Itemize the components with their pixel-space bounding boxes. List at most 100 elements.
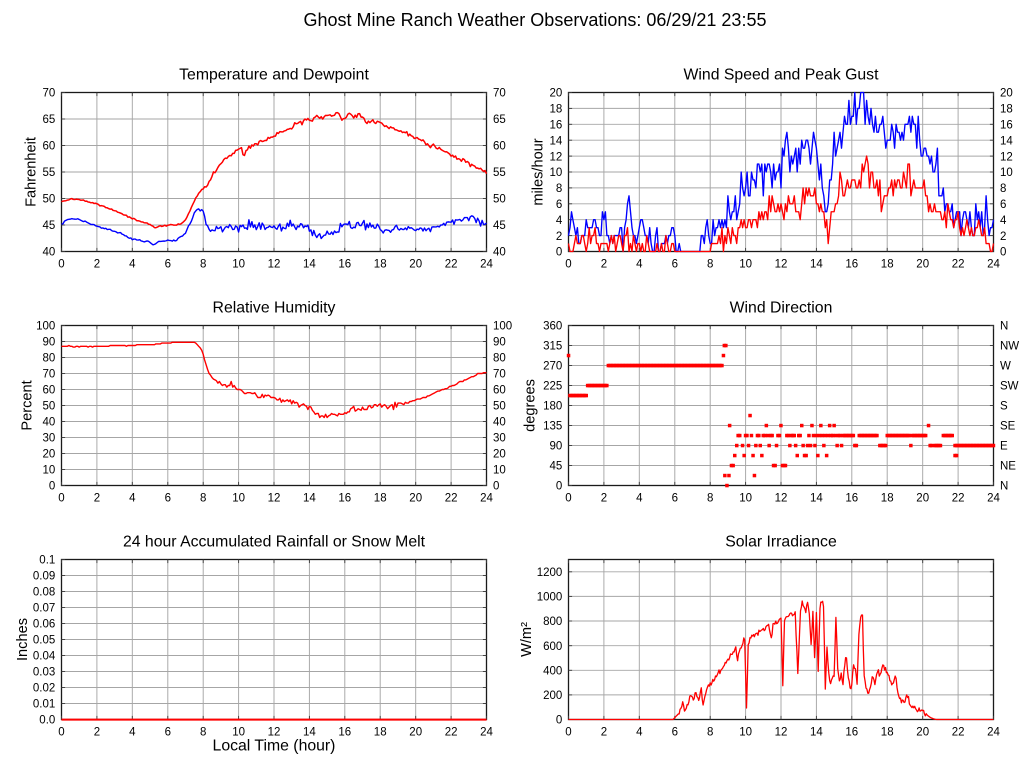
svg-text:0.05: 0.05 — [33, 635, 55, 647]
svg-text:0.0: 0.0 — [39, 715, 55, 727]
svg-text:24: 24 — [987, 727, 1000, 739]
svg-text:22: 22 — [952, 727, 965, 739]
svg-text:NE: NE — [1000, 461, 1016, 473]
svg-text:2: 2 — [556, 231, 562, 243]
svg-text:22: 22 — [445, 493, 458, 505]
svg-text:10: 10 — [232, 727, 245, 739]
svg-text:S: S — [1000, 401, 1008, 413]
svg-text:8: 8 — [200, 259, 206, 271]
svg-text:0: 0 — [49, 481, 55, 493]
svg-text:14: 14 — [303, 259, 316, 271]
svg-text:24: 24 — [480, 727, 493, 739]
svg-text:0: 0 — [493, 481, 499, 493]
svg-text:12: 12 — [775, 493, 788, 505]
svg-text:20: 20 — [409, 727, 422, 739]
svg-text:60: 60 — [493, 385, 506, 397]
svg-text:4: 4 — [129, 727, 136, 739]
svg-text:18: 18 — [374, 727, 387, 739]
svg-text:14: 14 — [303, 727, 316, 739]
svg-text:0: 0 — [58, 727, 64, 739]
svg-text:0.03: 0.03 — [33, 667, 55, 679]
svg-text:100: 100 — [36, 321, 55, 333]
svg-text:Local Time (hour): Local Time (hour) — [213, 738, 336, 755]
svg-text:600: 600 — [543, 641, 562, 653]
svg-text:Temperature and Dewpoint: Temperature and Dewpoint — [179, 66, 369, 83]
svg-text:6: 6 — [672, 727, 678, 739]
svg-text:0.01: 0.01 — [33, 699, 55, 711]
svg-text:10: 10 — [739, 727, 752, 739]
svg-text:24 hour Accumulated Rainfall o: 24 hour Accumulated Rainfall or Snow Mel… — [123, 533, 426, 550]
svg-text:W/m²: W/m² — [519, 622, 535, 657]
svg-text:40: 40 — [43, 247, 56, 259]
svg-text:22: 22 — [445, 727, 458, 739]
svg-text:40: 40 — [493, 417, 506, 429]
svg-text:degrees: degrees — [523, 379, 539, 432]
svg-text:70: 70 — [43, 369, 56, 381]
svg-text:10: 10 — [739, 493, 752, 505]
svg-text:W: W — [1000, 361, 1011, 373]
svg-text:14: 14 — [810, 727, 823, 739]
svg-text:2: 2 — [1000, 231, 1006, 243]
svg-text:12: 12 — [775, 259, 788, 271]
svg-text:N: N — [1000, 321, 1008, 333]
svg-text:4: 4 — [636, 493, 643, 505]
svg-text:8: 8 — [200, 493, 206, 505]
svg-text:Wind Direction: Wind Direction — [730, 299, 833, 316]
svg-text:Wind Speed and Peak Gust: Wind Speed and Peak Gust — [684, 66, 880, 83]
svg-text:20: 20 — [409, 259, 422, 271]
svg-text:10: 10 — [43, 465, 56, 477]
svg-text:800: 800 — [543, 616, 562, 628]
svg-text:4: 4 — [556, 215, 563, 227]
svg-text:10: 10 — [232, 493, 245, 505]
svg-text:14: 14 — [303, 493, 316, 505]
svg-text:0.08: 0.08 — [33, 587, 55, 599]
svg-text:Inches: Inches — [15, 618, 31, 661]
svg-text:0: 0 — [565, 727, 571, 739]
svg-text:70: 70 — [43, 88, 56, 100]
svg-text:0.04: 0.04 — [33, 651, 56, 663]
svg-text:12: 12 — [775, 727, 788, 739]
svg-text:90: 90 — [43, 337, 56, 349]
svg-text:8: 8 — [707, 493, 713, 505]
svg-text:10: 10 — [493, 465, 506, 477]
svg-text:90: 90 — [493, 337, 506, 349]
svg-text:12: 12 — [268, 493, 281, 505]
svg-text:6: 6 — [672, 493, 678, 505]
svg-text:6: 6 — [556, 199, 562, 211]
svg-text:360: 360 — [543, 321, 562, 333]
svg-text:90: 90 — [550, 441, 563, 453]
svg-text:40: 40 — [43, 417, 56, 429]
svg-text:4: 4 — [129, 259, 136, 271]
svg-text:80: 80 — [493, 353, 506, 365]
svg-text:315: 315 — [543, 341, 562, 353]
svg-text:16: 16 — [338, 259, 351, 271]
svg-text:Ghost Mine Ranch Weather Obser: Ghost Mine Ranch Weather Observations: 0… — [304, 10, 767, 30]
svg-text:400: 400 — [543, 666, 562, 678]
svg-text:18: 18 — [374, 259, 387, 271]
svg-text:65: 65 — [493, 114, 506, 126]
svg-text:6: 6 — [672, 259, 678, 271]
svg-text:6: 6 — [165, 259, 171, 271]
svg-text:0.1: 0.1 — [39, 555, 55, 567]
svg-text:20: 20 — [409, 493, 422, 505]
svg-text:20: 20 — [43, 449, 56, 461]
svg-text:Relative Humidity: Relative Humidity — [213, 299, 336, 316]
svg-text:24: 24 — [987, 259, 1000, 271]
svg-text:8: 8 — [707, 727, 713, 739]
svg-text:18: 18 — [881, 727, 894, 739]
svg-text:8: 8 — [1000, 183, 1006, 195]
svg-text:30: 30 — [493, 433, 506, 445]
svg-text:20: 20 — [916, 727, 929, 739]
svg-text:8: 8 — [556, 183, 562, 195]
svg-text:0: 0 — [1000, 247, 1006, 259]
svg-text:0.07: 0.07 — [33, 603, 55, 615]
svg-text:0: 0 — [556, 715, 562, 727]
svg-text:12: 12 — [268, 727, 281, 739]
svg-text:70: 70 — [493, 369, 506, 381]
svg-text:2: 2 — [94, 727, 100, 739]
svg-text:100: 100 — [493, 321, 512, 333]
svg-text:20: 20 — [916, 493, 929, 505]
svg-text:225: 225 — [543, 381, 562, 393]
svg-text:45: 45 — [493, 220, 506, 232]
svg-text:16: 16 — [845, 493, 858, 505]
